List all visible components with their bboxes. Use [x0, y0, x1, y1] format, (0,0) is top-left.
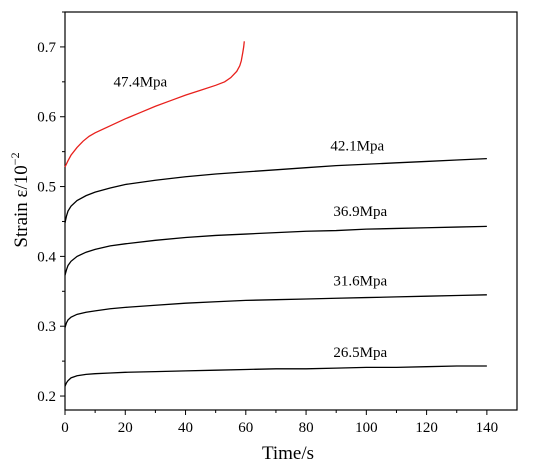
series-label: 31.6Mpa	[333, 274, 387, 290]
x-tick-label: 20	[118, 420, 133, 436]
series-label: 36.9Mpa	[333, 204, 387, 220]
y-tick-label: 0.7	[37, 40, 56, 56]
x-axis: 0 20 40 60 80 100 120 140	[61, 410, 498, 436]
x-tick-label: 40	[178, 420, 193, 436]
series-line-42-1mpa	[64, 157, 487, 224]
y-tick-label: 0.2	[37, 389, 56, 405]
y-tick-label: 0.4	[37, 249, 56, 265]
x-axis-title: Time/s	[262, 443, 314, 464]
series-line-31-6mpa	[64, 294, 487, 328]
y-tick-label: 0.5	[37, 180, 56, 196]
series-labels: 47.4Mpa 42.1Mpa 36.9Mpa 31.6Mpa 26.5Mpa	[113, 75, 387, 361]
series-label: 26.5Mpa	[333, 345, 387, 361]
series-label: 42.1Mpa	[330, 138, 384, 154]
series-line-26-5mpa	[64, 365, 487, 387]
y-tick-label: 0.6	[37, 110, 56, 126]
y-axis-title: Strain ε/10−2	[8, 152, 32, 247]
x-tick-label: 140	[476, 420, 499, 436]
series-label: 47.4Mpa	[113, 75, 167, 91]
y-axis-title-exponent: −2	[8, 152, 22, 165]
x-tick-label: 0	[61, 420, 69, 436]
x-tick-label: 120	[415, 420, 438, 436]
y-axis: 0.2 0.3 0.4 0.5 0.6 0.7	[37, 11, 65, 405]
x-tick-label: 100	[355, 420, 378, 436]
series-line-47-4mpa	[64, 41, 245, 168]
plot-frame	[64, 11, 518, 411]
y-tick-label: 0.3	[37, 319, 56, 335]
x-tick-label: 80	[299, 420, 314, 436]
y-axis-title-main: Strain ε/10	[11, 165, 32, 247]
plot-area	[64, 11, 518, 411]
series-line-36-9mpa	[64, 225, 487, 276]
x-tick-label: 60	[238, 420, 253, 436]
series-lines	[64, 41, 487, 387]
